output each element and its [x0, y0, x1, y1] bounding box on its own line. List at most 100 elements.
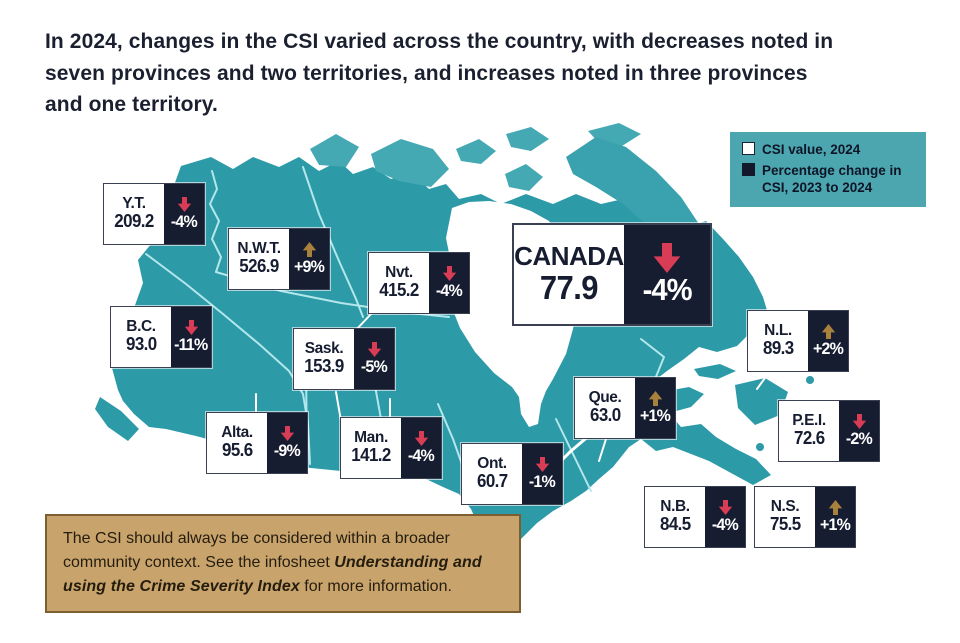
pct-change-cell: +9%	[289, 229, 329, 289]
pct-change-cell: -4%	[624, 225, 710, 324]
province-value-box: Nvt. 415.2 -4%	[368, 252, 470, 314]
pct-change-cell: +2%	[808, 311, 848, 371]
pct-change-cell: -4%	[164, 184, 204, 244]
province-name: N.B.	[660, 497, 690, 515]
legend-white-swatch	[742, 142, 755, 155]
pct-change-cell: +1%	[635, 378, 675, 438]
csi-value-cell: N.B. 84.5	[645, 487, 705, 547]
province-name: B.C.	[126, 317, 156, 335]
legend-label-csi-value: CSI value, 2024	[762, 142, 861, 157]
csi-value: 415.2	[379, 280, 419, 301]
province-value-box: N.S. 75.5 +1%	[754, 486, 856, 548]
pct-change-cell: -1%	[522, 444, 562, 504]
csi-value-cell: P.E.I. 72.6	[779, 401, 839, 461]
province-value-box: N.L. 89.3 +2%	[747, 310, 849, 372]
note-text-after: for more information.	[299, 578, 452, 595]
province-name: Y.T.	[122, 194, 146, 212]
csi-value: 93.0	[125, 334, 157, 355]
csi-value-cell: N.W.T. 526.9	[229, 229, 289, 289]
legend-item-csi-value: CSI value, 2024	[742, 141, 916, 159]
csi-value: 209.2	[114, 211, 154, 232]
csi-value: 153.9	[304, 356, 344, 377]
province-value-box: Man. 141.2 -4%	[340, 417, 442, 479]
pct-change-cell: -9%	[267, 413, 307, 473]
csi-value: 526.9	[239, 256, 279, 277]
csi-value-cell: Y.T. 209.2	[104, 184, 164, 244]
pct-change-value: +9%	[293, 257, 325, 277]
province-name: Sask.	[304, 339, 344, 357]
canada-value-box: CANADA 77.9 -4%	[512, 223, 712, 326]
csi-value: 63.0	[589, 405, 621, 426]
note-box: The CSI should always be considered with…	[45, 514, 521, 613]
legend-dark-swatch	[742, 162, 755, 176]
province-name: N.S.	[770, 497, 800, 515]
decrease-arrow-icon	[183, 320, 200, 336]
province-name: Alta.	[221, 423, 253, 441]
decrease-arrow-icon	[366, 342, 383, 358]
province-name: Man.	[354, 428, 388, 446]
csi-value-cell: N.S. 75.5	[755, 487, 815, 547]
decrease-arrow-icon	[441, 266, 458, 282]
pct-change-value: -5%	[360, 357, 388, 377]
csi-value-cell: Sask. 153.9	[294, 329, 354, 389]
note-highlight: Understanding and using the Crime Severi…	[63, 554, 482, 595]
pct-change-value: -4%	[407, 446, 435, 466]
csi-value-cell: B.C. 93.0	[111, 307, 171, 367]
pct-change-cell: -4%	[705, 487, 745, 547]
pct-change-value: -1%	[528, 472, 556, 492]
pct-change-value: +1%	[639, 406, 671, 426]
pct-change-value: -2%	[845, 429, 873, 449]
pct-change-value: +2%	[812, 339, 844, 359]
csi-value-cell: Nvt. 415.2	[369, 253, 429, 313]
csi-value-cell: Que. 63.0	[575, 378, 635, 438]
pct-change-value: -9%	[273, 441, 301, 461]
province-name: Nvt.	[385, 263, 413, 281]
csi-value: 95.6	[221, 440, 253, 461]
province-value-box: B.C. 93.0 -11%	[110, 306, 212, 368]
csi-value: 84.5	[659, 514, 691, 535]
decrease-arrow-icon	[534, 457, 551, 473]
province-value-box: N.B. 84.5 -4%	[644, 486, 746, 548]
csi-value: 72.6	[793, 428, 825, 449]
legend: CSI value, 2024 Percentage change in CSI…	[730, 132, 926, 207]
increase-arrow-icon	[820, 324, 837, 340]
province-value-box: Sask. 153.9 -5%	[293, 328, 395, 390]
page-title: In 2024, changes in the CSI varied acros…	[45, 30, 834, 116]
province-name: P.E.I.	[792, 411, 826, 429]
increase-arrow-icon	[827, 500, 844, 516]
province-value-box: N.W.T. 526.9 +9%	[228, 228, 330, 290]
province-name: Que.	[588, 388, 622, 406]
decrease-arrow-icon	[279, 426, 296, 442]
pct-change-cell: -11%	[171, 307, 211, 367]
pct-change-value: -4%	[711, 515, 739, 535]
legend-item-pct-change: Percentage change in CSI, 2023 to 2024	[742, 162, 916, 197]
pct-change-value: -11%	[174, 335, 208, 355]
pct-change-cell: -4%	[429, 253, 469, 313]
province-value-box: Ont. 60.7 -1%	[461, 443, 563, 505]
csi-value: 141.2	[351, 445, 391, 466]
csi-value-cell: Ont. 60.7	[462, 444, 522, 504]
pct-change-value: +1%	[819, 515, 851, 535]
province-name: N.W.T.	[237, 239, 281, 257]
decrease-arrow-icon	[413, 431, 430, 447]
pct-change-cell: +1%	[815, 487, 855, 547]
csi-value-cell: Alta. 95.6	[207, 413, 267, 473]
csi-value: 75.5	[769, 514, 801, 535]
pct-change-value: -4%	[435, 281, 463, 301]
pct-change-value: -4%	[642, 271, 692, 307]
legend-label-pct-change: Percentage change in CSI, 2023 to 2024	[762, 162, 902, 196]
province-value-box: P.E.I. 72.6 -2%	[778, 400, 880, 462]
csi-value: 77.9	[539, 269, 599, 306]
pct-change-cell: -5%	[354, 329, 394, 389]
csi-value-cell: N.L. 89.3	[748, 311, 808, 371]
decrease-arrow-icon	[717, 500, 734, 516]
province-value-box: Y.T. 209.2 -4%	[103, 183, 205, 245]
pct-change-value: -4%	[170, 212, 198, 232]
increase-arrow-icon	[647, 391, 664, 407]
province-value-box: Alta. 95.6 -9%	[206, 412, 308, 474]
pct-change-cell: -2%	[839, 401, 879, 461]
pct-change-cell: -4%	[401, 418, 441, 478]
province-name: Ont.	[477, 454, 507, 472]
csi-value-cell: Man. 141.2	[341, 418, 401, 478]
